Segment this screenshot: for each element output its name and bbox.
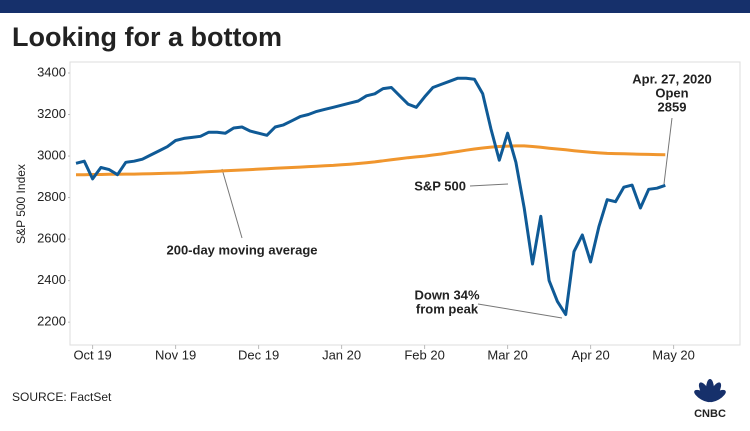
series-label: S&P 500 (414, 178, 466, 193)
annotation: Open (655, 85, 688, 100)
x-tick-label: Feb 20 (404, 347, 444, 362)
y-tick-label: 3200 (37, 106, 66, 121)
y-tick-label: 2600 (37, 231, 66, 246)
y-tick-label: 3400 (37, 64, 66, 79)
series-line (75, 76, 666, 316)
series-line (76, 144, 666, 177)
annotation: from peak (416, 301, 479, 316)
x-tick-label: Apr 20 (571, 347, 609, 362)
annotation: Apr. 27, 2020 (632, 71, 712, 86)
leaders (221, 117, 673, 319)
x-tick-label: Nov 19 (155, 347, 196, 362)
y-tick-label: 2200 (37, 314, 66, 329)
y-tick-label: 2400 (37, 272, 66, 287)
y-axis-label: S&P 500 Index (14, 164, 28, 244)
y-tick-label: 3000 (37, 147, 66, 162)
plot-frame (69, 61, 741, 346)
x-tick-label: Mar 20 (487, 347, 527, 362)
y-tick-label: 2800 (37, 189, 66, 204)
logo-text: CNBC (694, 408, 726, 420)
x-tick-label: Oct 19 (73, 347, 111, 362)
top-bar (0, 0, 750, 13)
chart-title: Looking for a bottom (12, 22, 282, 52)
x-tick-label: Dec 19 (238, 347, 279, 362)
x-tick-label: May 20 (652, 347, 695, 362)
x-tick-label: Jan 20 (322, 347, 361, 362)
annotation: 2859 (658, 99, 687, 114)
source: SOURCE: FactSet (12, 390, 112, 404)
annotation: Down 34% (414, 287, 479, 302)
series-label: 200-day moving average (166, 242, 317, 257)
logo: CNBC (694, 379, 726, 420)
